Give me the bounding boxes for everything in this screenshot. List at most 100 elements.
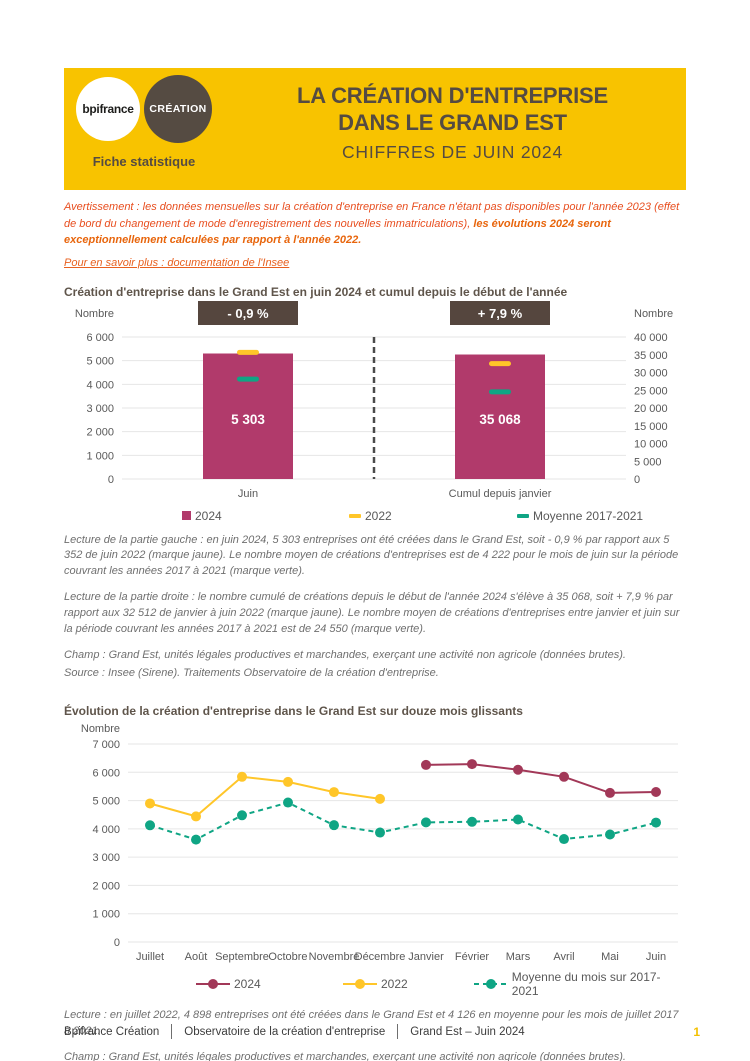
- creation-logo: CRÉATION: [144, 75, 212, 143]
- svg-text:Nombre: Nombre: [634, 308, 673, 320]
- svg-text:20 000: 20 000: [634, 403, 668, 415]
- svg-text:35 000: 35 000: [634, 349, 668, 361]
- svg-text:35 068: 35 068: [479, 412, 521, 427]
- legend-line-2022: 2022: [342, 977, 474, 991]
- svg-text:6 000: 6 000: [92, 767, 120, 779]
- line-chart: Nombre 7 000 6 000 5 000 4 000 3 000 2 000 1 00…: [81, 723, 678, 963]
- legend-line-2024-glyph-icon: [196, 979, 230, 989]
- svg-text:1 000: 1 000: [92, 909, 120, 921]
- legend-line-2022-glyph-icon: [342, 979, 377, 989]
- svg-text:Novembre: Novembre: [309, 951, 360, 963]
- svg-text:Juin: Juin: [646, 951, 666, 963]
- svg-text:Juillet: Juillet: [136, 951, 164, 963]
- footer-brand: Bpifrance Création: [64, 1025, 160, 1038]
- bar-chart-legend: 2024 2022 Moyenne 2017-2021: [64, 509, 686, 523]
- svg-text:6 000: 6 000: [86, 332, 114, 344]
- source-note: Source : Insee (Sirene). Traitements Obs…: [64, 667, 439, 680]
- svg-text:+ 7,9 %: + 7,9 %: [478, 306, 523, 321]
- legend-line-moyenne-glyph-icon: [474, 979, 508, 989]
- svg-text:25 000: 25 000: [634, 385, 668, 397]
- page-title-line2: DANS LE GRAND EST: [338, 110, 567, 135]
- svg-text:1 000: 1 000: [86, 450, 114, 462]
- line-chart-legend: 2024 2022 Moyenne du mois sur 2017-2021: [64, 970, 686, 998]
- page-title-line1: LA CRÉATION D'ENTREPRISE: [297, 83, 608, 108]
- svg-text:0: 0: [108, 474, 114, 486]
- svg-text:5 000: 5 000: [634, 456, 662, 468]
- warning-notice: Avertissement : les données mensuelles s…: [64, 199, 686, 249]
- legend-2024-label: 2024: [195, 508, 222, 523]
- svg-text:2 000: 2 000: [92, 880, 120, 892]
- legend-moyenne-label: Moyenne 2017-2021: [533, 508, 644, 523]
- champ-source-block-1: Champ : Grand Est, unités légales produc…: [64, 648, 686, 682]
- fiche-statistique-label: Fiche statistique: [92, 154, 196, 169]
- lecture-line-note: Lecture : en juillet 2022, 4 898 entrepr…: [64, 1009, 679, 1037]
- svg-text:Octobre: Octobre: [268, 951, 307, 963]
- svg-text:4 000: 4 000: [86, 379, 114, 391]
- svg-text:Cumul depuis janvier: Cumul depuis janvier: [449, 488, 552, 500]
- svg-text:Mai: Mai: [601, 951, 619, 963]
- svg-text:5 000: 5 000: [86, 355, 114, 367]
- svg-text:7 000: 7 000: [92, 739, 120, 751]
- legend-line-moyenne: Moyenne du mois sur 2017-2021: [474, 970, 686, 998]
- svg-text:Janvier: Janvier: [408, 951, 444, 963]
- svg-text:15 000: 15 000: [634, 420, 668, 432]
- bpifrance-logo: bpifrance: [76, 77, 140, 141]
- footer-observatory: Observatoire de la création d'entreprise: [184, 1025, 386, 1038]
- svg-text:Décembre: Décembre: [355, 951, 406, 963]
- footer: Bpifrance Création Observatoire de la cr…: [64, 1024, 700, 1039]
- legend-item-2024: 2024: [182, 509, 349, 523]
- svg-text:2 000: 2 000: [86, 426, 114, 438]
- legend-line-2022-label: 2022: [380, 977, 408, 991]
- svg-text:5 303: 5 303: [231, 411, 265, 426]
- svg-text:Nombre: Nombre: [81, 723, 120, 735]
- lecture-left-note: Lecture de la partie gauche : en juin 20…: [64, 533, 679, 578]
- legend-2022-label: 2022: [365, 508, 392, 523]
- legend-line-moyenne-label: Moyenne du mois sur 2017-2021: [511, 970, 661, 998]
- svg-text:30 000: 30 000: [634, 367, 668, 379]
- creation-logo-text: CRÉATION: [149, 103, 207, 115]
- svg-text:3 000: 3 000: [86, 403, 114, 415]
- legend-2022-dash-icon: [349, 513, 361, 518]
- legend-line-2024-label: 2024: [234, 977, 261, 991]
- svg-text:4 000: 4 000: [92, 824, 120, 836]
- insee-documentation-link[interactable]: Pour en savoir plus : documentation de l…: [64, 256, 290, 269]
- svg-text:0: 0: [634, 474, 640, 486]
- svg-text:- 0,9 %: - 0,9 %: [227, 306, 269, 321]
- header-titles: LA CRÉATION D'ENTREPRISE DANS LE GRAND E…: [249, 68, 686, 190]
- svg-text:40 000: 40 000: [634, 332, 668, 344]
- bar-chart: 6 000 5 000 4 000 3 000 2 000 1 000 0 40 000 35 …: [75, 300, 673, 500]
- page-number: 1: [693, 1024, 700, 1039]
- svg-text:Juin: Juin: [238, 488, 258, 500]
- legend-2024-swatch-icon: [182, 511, 191, 520]
- header-band: bpifrance CRÉATION Fiche statistique LA …: [64, 68, 686, 190]
- lecture-right-note: Lecture de la partie droite : le nombre …: [64, 591, 680, 636]
- svg-text:3 000: 3 000: [92, 852, 120, 864]
- champ-source-block-2: Champ : Grand Est, unités légales produc…: [64, 1050, 686, 1061]
- svg-text:Mars: Mars: [506, 951, 531, 963]
- legend-moyenne-dash-icon: [517, 513, 529, 518]
- legend-item-moyenne: Moyenne 2017-2021: [517, 509, 643, 523]
- bpifrance-logo-text: bpifrance: [82, 102, 134, 116]
- logo-group: bpifrance CRÉATION Fiche statistique: [64, 68, 249, 190]
- page-subtitle: CHIFFRES DE JUIN 2024: [341, 142, 563, 162]
- footer-separator: [171, 1024, 173, 1039]
- svg-text:Février: Février: [455, 951, 490, 963]
- svg-text:Septembre: Septembre: [215, 951, 269, 963]
- legend-line-2024: 2024: [196, 977, 343, 991]
- champ-note: Champ : Grand Est, unités légales produc…: [64, 649, 626, 662]
- warning-text: Avertissement : les données mensuelles s…: [64, 201, 680, 230]
- line-chart-title: Évolution de la création d'entreprise da…: [64, 704, 523, 718]
- svg-text:5 000: 5 000: [92, 796, 120, 808]
- footer-region-date: Grand Est – Juin 2024: [410, 1025, 525, 1038]
- footer-separator: [397, 1024, 399, 1039]
- svg-text:Avril: Avril: [553, 951, 574, 963]
- legend-item-2022: 2022: [349, 509, 517, 523]
- svg-text:Nombre: Nombre: [75, 308, 114, 320]
- svg-text:0: 0: [114, 937, 120, 949]
- svg-text:Août: Août: [185, 951, 208, 963]
- svg-text:10 000: 10 000: [634, 438, 668, 450]
- champ-note-2: Champ : Grand Est, unités légales produc…: [64, 1050, 626, 1061]
- warning-text-bold: les évolutions 2024 seront exceptionnell…: [64, 217, 611, 247]
- bar-chart-title: Création d'entreprise dans le Grand Est …: [64, 284, 568, 299]
